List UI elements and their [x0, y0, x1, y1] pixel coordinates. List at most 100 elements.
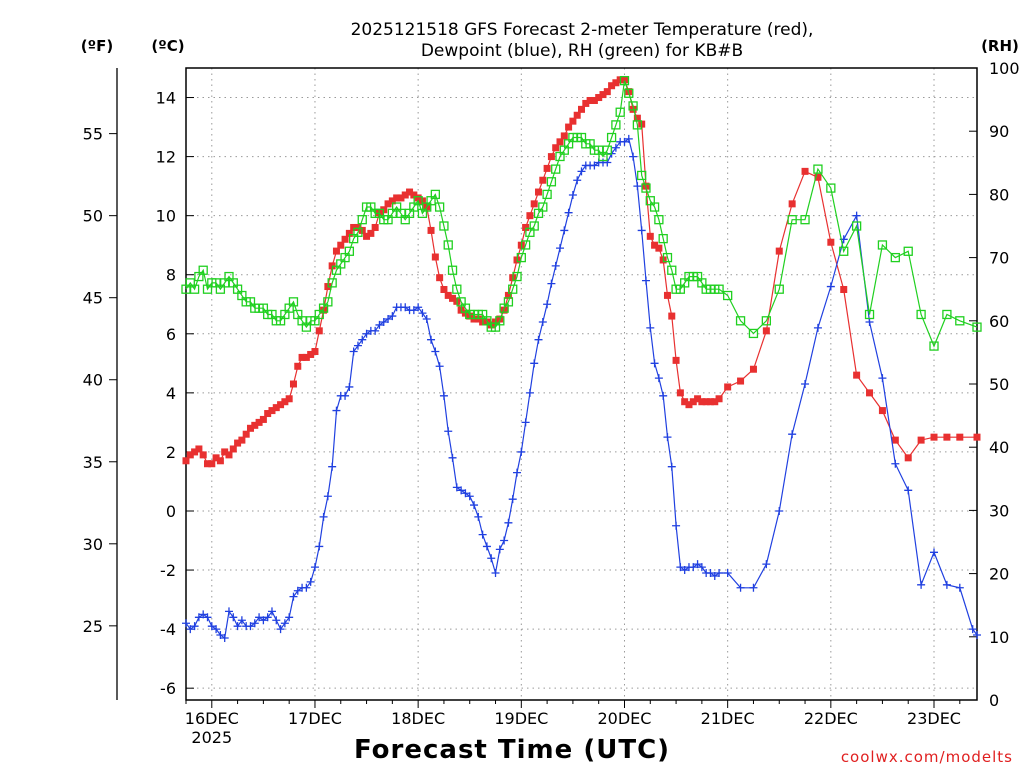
data-point [508, 495, 517, 504]
data-point [319, 512, 328, 521]
data-point [865, 317, 874, 326]
data-point [560, 132, 568, 140]
data-point [285, 613, 294, 622]
data-point [363, 232, 371, 240]
data-point [431, 253, 439, 261]
data-point [388, 197, 396, 205]
data-point [663, 433, 672, 442]
data-point [504, 291, 512, 299]
x-axis-title: Forecast Time (UTC) [354, 735, 670, 765]
data-point [689, 563, 698, 572]
data-point [546, 177, 557, 187]
data-point [662, 252, 673, 263]
data-point [526, 212, 534, 220]
data-point [186, 451, 194, 459]
data-point [676, 563, 685, 572]
data-point [371, 223, 379, 231]
data-point [349, 347, 358, 356]
fahrenheit-tick-label: 50 [83, 207, 103, 226]
data-point [840, 285, 848, 293]
data-point [194, 613, 203, 622]
data-point [238, 436, 246, 444]
celsius-tick-label: 4 [166, 384, 176, 403]
data-point [430, 189, 440, 200]
x-tick-label: 17DEC [288, 709, 342, 728]
data-point [234, 439, 242, 447]
data-point [813, 323, 822, 332]
data-point [595, 94, 603, 102]
data-point [341, 391, 350, 400]
data-point [676, 389, 684, 397]
celsius-tick-label: 0 [166, 502, 176, 521]
data-point [503, 297, 514, 307]
data-point [267, 607, 276, 616]
data-point [702, 398, 710, 406]
data-point [852, 211, 861, 220]
data-point [198, 265, 208, 275]
data-point [332, 247, 340, 255]
data-point [203, 460, 211, 468]
data-point [327, 278, 337, 288]
data-point [658, 233, 668, 244]
data-point [628, 101, 638, 111]
data-point [182, 619, 190, 628]
data-point [608, 82, 616, 90]
data-point [715, 569, 724, 578]
data-point [345, 382, 354, 391]
data-point [302, 583, 311, 592]
data-point [225, 451, 233, 459]
celsius-tick-label: -6 [160, 679, 176, 698]
data-point [522, 223, 530, 231]
data-point [461, 489, 470, 498]
data-point [801, 167, 809, 175]
data-point [774, 284, 784, 294]
data-point [654, 215, 664, 225]
data-point [182, 457, 190, 465]
data-point [891, 436, 899, 444]
celsius-tick-label: -4 [160, 620, 176, 639]
data-point [659, 391, 668, 400]
data-point [298, 353, 306, 361]
x-tick-label: 16DEC [185, 709, 239, 728]
data-point [272, 616, 281, 625]
data-point [263, 613, 272, 622]
series-layer [181, 75, 982, 642]
data-point [573, 111, 581, 119]
celsius-tick-label: 14 [156, 89, 176, 108]
data-point [224, 607, 233, 616]
data-point [344, 246, 355, 256]
data-point [735, 316, 746, 326]
data-point [590, 96, 598, 104]
data-point [762, 327, 770, 335]
data-point [599, 91, 607, 99]
data-point [891, 459, 900, 468]
data-point [500, 306, 508, 314]
rh-tick-label: 50 [989, 375, 1009, 394]
data-point [251, 421, 259, 429]
celsius-tick-label: 12 [156, 148, 176, 167]
data-point [655, 244, 663, 252]
series-line [185, 137, 978, 640]
data-point [955, 316, 965, 326]
data-point [538, 202, 548, 212]
data-point [582, 99, 590, 107]
data-point [710, 571, 719, 580]
data-point [667, 265, 677, 275]
data-point [556, 138, 564, 146]
data-point [530, 359, 539, 368]
data-point [272, 404, 280, 412]
data-point [384, 315, 393, 324]
data-point [332, 406, 341, 415]
data-point [203, 613, 212, 622]
celsius-tick-label: 8 [166, 266, 176, 285]
rh-tick-label: 70 [989, 249, 1009, 268]
celsius-tick-label: 6 [166, 325, 176, 344]
data-point [191, 448, 199, 456]
data-point [516, 252, 526, 263]
data-point [280, 619, 289, 628]
data-point [375, 320, 384, 329]
data-point [826, 183, 836, 193]
data-point [851, 221, 862, 231]
rh-tick-label: 40 [989, 438, 1009, 457]
rh-tick-label: 10 [989, 628, 1009, 647]
